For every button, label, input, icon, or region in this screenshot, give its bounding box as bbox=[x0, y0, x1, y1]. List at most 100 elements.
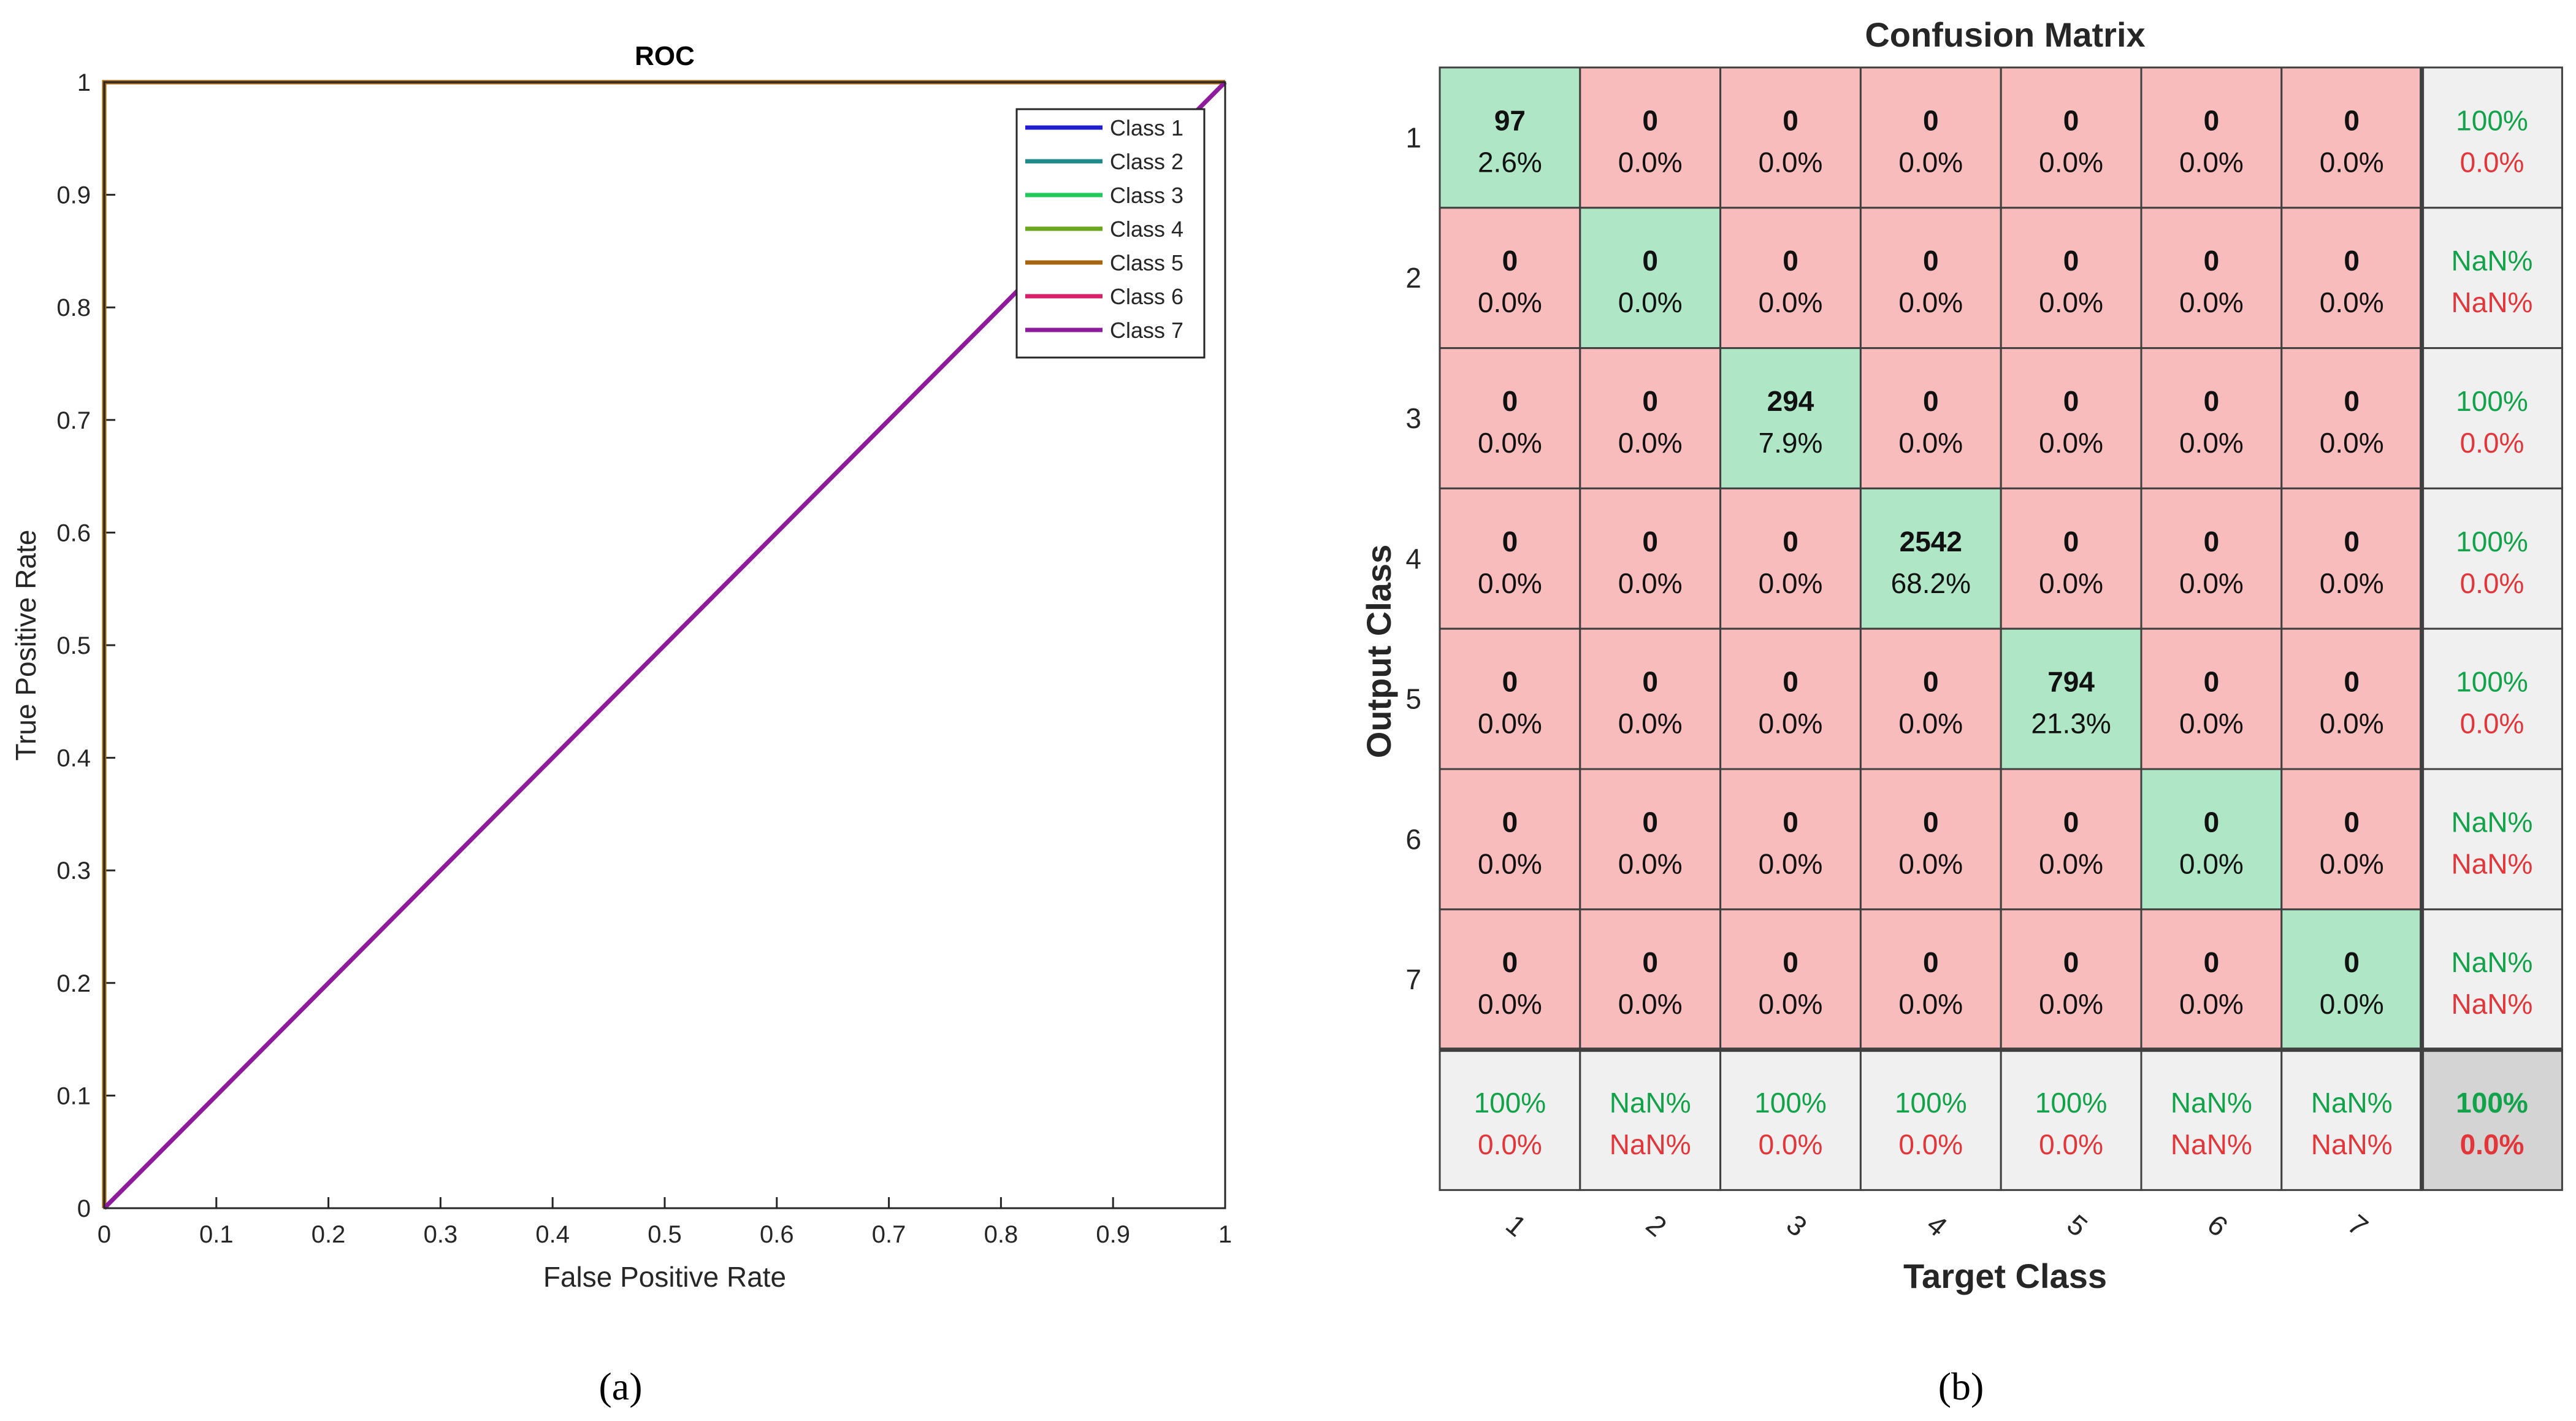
cm-cell-value-bottom: 7.9% bbox=[1759, 427, 1823, 459]
cm-cell-value-top: 0 bbox=[2344, 104, 2360, 136]
cm-row-tick-label: 1 bbox=[1405, 121, 1421, 153]
roc-y-tick-label: 0.8 bbox=[56, 294, 91, 321]
roc-x-tick-label: 0.1 bbox=[199, 1221, 234, 1248]
cm-cell-value-bottom: 0.0% bbox=[2179, 286, 2244, 318]
cm-col-summary-value-top: 100% bbox=[2035, 1087, 2108, 1119]
cm-cell-value-bottom: 0.0% bbox=[2179, 988, 2244, 1020]
cm-cell-offdiagonal bbox=[2140, 627, 2283, 770]
cm-cell-offdiagonal bbox=[1719, 908, 1862, 1051]
cm-cell-offdiagonal bbox=[2280, 768, 2423, 911]
cm-cell-offdiagonal bbox=[1579, 487, 1722, 630]
cm-cell-diagonal bbox=[1719, 347, 1862, 489]
cm-row-summary-cell bbox=[2421, 768, 2563, 911]
cm-cell-value-bottom: 0.0% bbox=[1478, 988, 1542, 1020]
cm-cell-value-top: 0 bbox=[2204, 245, 2220, 277]
cm-cell-value-top: 0 bbox=[2204, 526, 2220, 557]
cm-cell-value-top: 0 bbox=[1783, 526, 1798, 557]
cm-cell-offdiagonal bbox=[1439, 487, 1581, 630]
cm-cell-value-top: 0 bbox=[1642, 806, 1658, 838]
cm-cell-value-bottom: 0.0% bbox=[1618, 988, 1683, 1020]
cm-col-summary-value-top: 100% bbox=[1895, 1087, 1967, 1119]
cm-cell-offdiagonal bbox=[1859, 768, 2002, 911]
roc-y-tick-label: 0.5 bbox=[56, 632, 91, 659]
cm-cell-value-bottom: 0.0% bbox=[2179, 708, 2244, 740]
roc-x-tick-label: 0.4 bbox=[535, 1221, 570, 1248]
roc-y-axis-label: True Positive Rate bbox=[10, 530, 42, 761]
cm-cell-value-top: 0 bbox=[1783, 104, 1798, 136]
cm-row-summary-cell bbox=[2421, 207, 2563, 350]
cm-cell-offdiagonal bbox=[1439, 768, 1581, 911]
roc-y-tick-label: 0.2 bbox=[56, 970, 91, 997]
cm-cell-value-bottom: 0.0% bbox=[2320, 988, 2384, 1020]
cm-cell-offdiagonal bbox=[1579, 768, 1722, 911]
cm-cell-offdiagonal bbox=[2140, 347, 2283, 489]
roc-y-tick-label: 0 bbox=[77, 1195, 91, 1222]
cm-col-summary-cell bbox=[1579, 1049, 1722, 1191]
cm-cell-value-top: 0 bbox=[2344, 806, 2360, 838]
cm-cell-value-bottom: 0.0% bbox=[2039, 567, 2103, 599]
cm-cell-value-top: 0 bbox=[2063, 385, 2079, 417]
cm-row-tick-label: 4 bbox=[1405, 543, 1421, 575]
cm-cell-offdiagonal bbox=[1719, 768, 1862, 911]
cm-cell-value-bottom: 0.0% bbox=[1618, 848, 1683, 879]
cm-cell-value-bottom: 0.0% bbox=[2039, 286, 2103, 318]
roc-x-tick-label: 0.3 bbox=[424, 1221, 458, 1248]
cm-row-tick-label: 7 bbox=[1405, 963, 1421, 995]
roc-axes-box bbox=[103, 81, 1226, 1209]
roc-legend-label-class-5: Class 5 bbox=[1110, 250, 1183, 275]
cm-col-summary-value-bottom: NaN% bbox=[2311, 1128, 2393, 1160]
cm-cell-value-top: 0 bbox=[2063, 526, 2079, 557]
cm-cell-offdiagonal bbox=[2140, 66, 2283, 209]
cm-cell-value-top: 0 bbox=[2344, 245, 2360, 277]
roc-title: ROC bbox=[635, 41, 695, 71]
cm-cell-value-bottom: 0.0% bbox=[1618, 146, 1683, 178]
cm-cell-value-top: 0 bbox=[1923, 946, 1939, 978]
cm-cell-value-bottom: 0.0% bbox=[2179, 848, 2244, 879]
cm-row-summary-value-bottom: 0.0% bbox=[2460, 567, 2524, 599]
roc-chart: 0 0.1 0.2 0.3 0.4 0.5 0.6 0.7 0.8 0.9 1 0 0.1 0.2 0.3 0… bbox=[10, 41, 1232, 1293]
cm-cell-offdiagonal bbox=[1579, 66, 1722, 209]
cm-cell-value-top: 0 bbox=[1502, 666, 1518, 698]
roc-x-tick-label: 0.7 bbox=[872, 1221, 906, 1248]
roc-y-tick-label: 0.7 bbox=[56, 407, 91, 434]
cm-cell-value-top: 294 bbox=[1767, 385, 1814, 417]
roc-y-tick-label: 0.4 bbox=[56, 745, 91, 772]
cm-col-summary-value-top: NaN% bbox=[2311, 1087, 2393, 1119]
cm-cell-offdiagonal bbox=[2280, 627, 2423, 770]
cm-cell-value-top: 0 bbox=[1923, 385, 1939, 417]
cm-overall-value-bottom: 0.0% bbox=[2460, 1128, 2524, 1160]
cm-cell-value-bottom: 0.0% bbox=[2039, 146, 2103, 178]
cm-col-summary-value-bottom: 0.0% bbox=[1898, 1128, 1963, 1160]
roc-legend-label-class-4: Class 4 bbox=[1110, 216, 1183, 242]
cm-cell-value-bottom: 0.0% bbox=[1898, 708, 1963, 740]
cm-cell-value-bottom: 0.0% bbox=[2320, 146, 2384, 178]
cm-row-tick-label: 6 bbox=[1405, 823, 1421, 855]
roc-x-axis-label: False Positive Rate bbox=[543, 1261, 786, 1293]
cm-cell-value-bottom: 0.0% bbox=[2320, 427, 2384, 459]
cm-col-summary-cell bbox=[1439, 1049, 1581, 1191]
cm-row-summary-cell bbox=[2421, 908, 2563, 1051]
cm-cell-value-bottom: 0.0% bbox=[1898, 988, 1963, 1020]
cm-cell-value-top: 0 bbox=[1502, 526, 1518, 557]
cm-row-summary-value-bottom: 0.0% bbox=[2460, 146, 2524, 178]
cm-cell-value-top: 0 bbox=[2344, 666, 2360, 698]
cm-row-tick-label: 5 bbox=[1405, 683, 1421, 715]
cm-cell-offdiagonal bbox=[1859, 66, 2002, 209]
cm-cell-value-bottom: 0.0% bbox=[1618, 708, 1683, 740]
cm-cell-value-top: 0 bbox=[1642, 385, 1658, 417]
cm-cell-offdiagonal bbox=[2000, 487, 2142, 630]
cm-cell-value-bottom: 0.0% bbox=[2320, 708, 2384, 740]
cm-cell-offdiagonal bbox=[2000, 207, 2142, 350]
cm-col-summary-value-top: NaN% bbox=[2171, 1087, 2252, 1119]
cm-cell-value-top: 0 bbox=[1783, 245, 1798, 277]
cm-col-summary-value-bottom: 0.0% bbox=[1759, 1128, 1823, 1160]
roc-legend: Class 1 Class 2 Class 3 Class 4 Class 5 Class… bbox=[1015, 108, 1206, 359]
cm-col-tick-label: 2 bbox=[1640, 1208, 1673, 1243]
cm-cell-offdiagonal bbox=[2000, 347, 2142, 489]
cm-cell-value-top: 0 bbox=[2344, 385, 2360, 417]
cm-cell-diagonal bbox=[1579, 207, 1722, 350]
cm-col-tick-label: 4 bbox=[1921, 1208, 1954, 1243]
cm-cell-value-top: 0 bbox=[1783, 666, 1798, 698]
cm-col-summary-value-bottom: 0.0% bbox=[1478, 1128, 1542, 1160]
cm-cell-value-top: 0 bbox=[1502, 385, 1518, 417]
